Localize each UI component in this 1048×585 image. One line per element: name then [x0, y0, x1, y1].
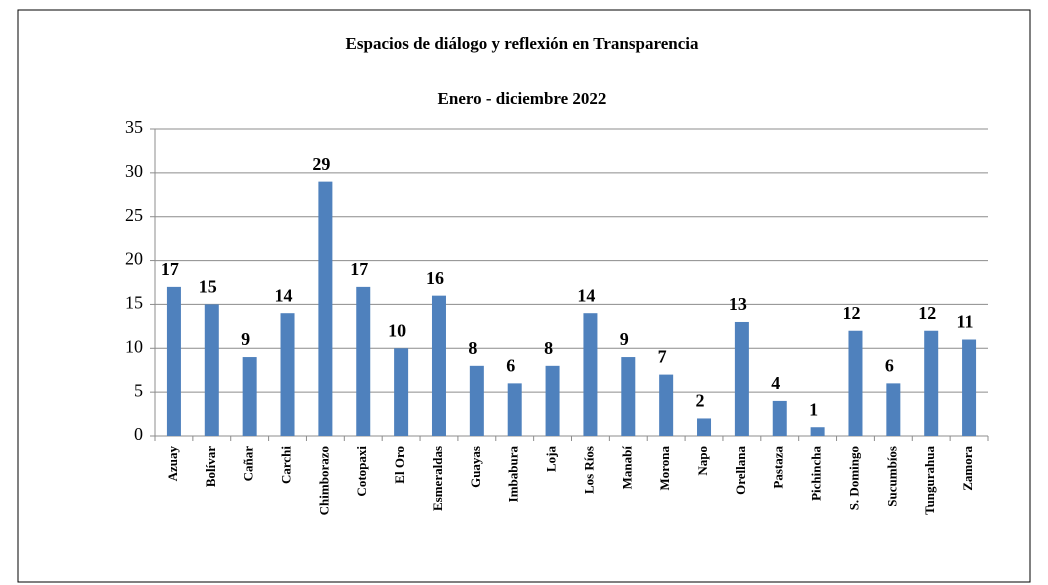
- bar: [166, 286, 181, 436]
- data-label: 6: [885, 355, 894, 375]
- bar: [545, 365, 560, 436]
- bar: [697, 418, 712, 436]
- y-tick-label: 35: [125, 117, 143, 137]
- x-tick-label: Manabí: [619, 446, 634, 490]
- bar: [962, 339, 977, 436]
- bar: [886, 383, 901, 436]
- bar: [734, 321, 749, 436]
- x-tick-label: Orellana: [733, 446, 748, 495]
- bar: [204, 304, 219, 436]
- data-label: 4: [771, 373, 780, 393]
- data-label: 13: [729, 294, 747, 314]
- bar: [924, 330, 939, 436]
- data-label: 14: [577, 285, 595, 305]
- x-tick-label: Sucumbíos: [884, 446, 899, 507]
- data-label: 11: [957, 312, 974, 332]
- data-label: 9: [620, 329, 629, 349]
- bar: [280, 313, 295, 436]
- x-tick-label: El Oro: [392, 446, 407, 484]
- bar: [356, 286, 371, 436]
- x-tick-label: Los Ríos: [581, 446, 596, 494]
- y-tick-label: 0: [134, 424, 143, 444]
- x-tick-label: Guayas: [468, 446, 483, 488]
- x-tick-label: Tungurahua: [922, 446, 937, 515]
- bar: [772, 400, 787, 436]
- data-label: 2: [696, 391, 705, 411]
- x-tick-label: Cañar: [241, 446, 256, 482]
- x-tick-label: Esmeraldas: [430, 446, 445, 511]
- x-tick-label: S. Domingo: [846, 446, 861, 510]
- x-tick-label: Azuay: [165, 446, 180, 482]
- data-label: 12: [842, 303, 860, 323]
- bar: [507, 383, 522, 436]
- y-tick-label: 30: [125, 161, 143, 181]
- data-label: 16: [426, 268, 444, 288]
- x-tick-label: Cotopaxi: [354, 446, 369, 497]
- y-tick-label: 15: [125, 293, 143, 313]
- data-label: 15: [199, 277, 217, 297]
- data-label: 6: [506, 355, 515, 375]
- data-label: 29: [312, 154, 330, 174]
- data-label: 14: [275, 285, 293, 305]
- bar: [848, 330, 863, 436]
- data-label: 10: [388, 320, 406, 340]
- x-tick-label: Morona: [657, 446, 672, 491]
- x-tick-label: Pichincha: [809, 446, 824, 501]
- x-tick-label: Pastaza: [771, 446, 786, 489]
- data-label: 17: [161, 259, 179, 279]
- bar: [469, 365, 484, 436]
- y-tick-label: 25: [125, 205, 143, 225]
- data-label: 9: [241, 329, 250, 349]
- bar: [431, 295, 446, 436]
- bar: [659, 374, 674, 436]
- y-tick-label: 5: [134, 380, 143, 400]
- bar: [318, 181, 333, 436]
- bar: [810, 427, 825, 436]
- x-tick-label: Loja: [544, 446, 559, 473]
- bar: [242, 357, 257, 436]
- data-label: 12: [918, 303, 936, 323]
- x-tick-label: Chimborazo: [316, 446, 331, 515]
- chart-frame: [17, 9, 1031, 583]
- data-label: 8: [468, 338, 477, 358]
- y-tick-label: 20: [125, 249, 143, 269]
- bar: [621, 357, 636, 436]
- data-label: 1: [809, 399, 818, 419]
- x-tick-label: Napo: [695, 446, 710, 476]
- y-tick-label: 10: [125, 336, 143, 356]
- x-tick-label: Carchi: [279, 446, 294, 484]
- chart-subtitle: Enero - diciembre 2022: [438, 89, 607, 108]
- chart-title: Espacios de diálogo y reflexión en Trans…: [346, 34, 699, 53]
- data-label: 7: [658, 347, 667, 367]
- bar: [394, 348, 409, 436]
- bar: [583, 313, 598, 436]
- x-tick-label: Imbabura: [506, 446, 521, 503]
- data-label: 17: [350, 259, 368, 279]
- data-label: 8: [544, 338, 553, 358]
- x-tick-label: Zamora: [960, 446, 975, 491]
- x-tick-label: Bolívar: [203, 446, 218, 487]
